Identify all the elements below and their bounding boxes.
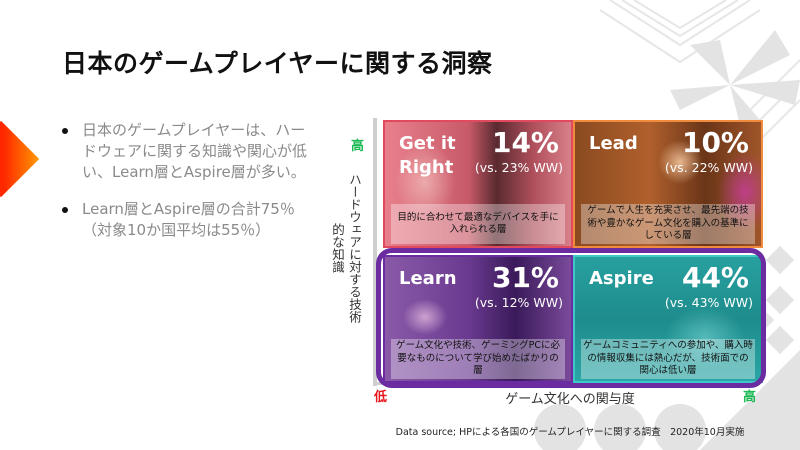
quadrant-description: ゲームコミュニティへの参加や、購入時の情報収集には熱心だが、技術面での関心は低い… xyxy=(581,339,755,379)
quadrant-percent: 44% xyxy=(681,261,749,294)
quadrant-ww-compare: (vs. 43% WW) xyxy=(664,295,753,310)
decorative-arrow-icon xyxy=(0,120,40,198)
y-axis-line xyxy=(373,118,377,386)
photo-learner xyxy=(385,257,571,381)
quadrant-learn: Learn 31% (vs. 12% WW) ゲーム文化や技術、ゲーミングPCに… xyxy=(383,255,573,383)
quadrant-description: 目的に合わせて最適なデバイスを手に入れられる層 xyxy=(391,204,565,244)
data-source-note: Data source; HPによる各国のゲームプレイヤーに関する調査 2020… xyxy=(395,427,745,438)
page-title: 日本のゲームプレイヤーに関する洞察 xyxy=(62,49,493,78)
quadrant-percent: 14% xyxy=(491,126,559,159)
quadrant-ww-compare: (vs. 22% WW) xyxy=(664,160,753,175)
quadrant-ww-compare: (vs. 12% WW) xyxy=(474,295,563,310)
photo-controller-gamer xyxy=(575,257,761,381)
quadrant-name: Learn xyxy=(399,268,457,289)
quadrant-percent: 31% xyxy=(491,261,559,294)
bullet-dot-icon xyxy=(62,128,68,134)
x-axis-high-label: 高 xyxy=(743,390,757,405)
quadrant-description: ゲームで人生を充実させ、最先端の技術や豊かなゲーム文化を購入の基準にしている層 xyxy=(581,204,755,244)
bullet-text: 日本のゲームプレイヤーは、ハードウェアに関する知識や関心が低い、Learn層とA… xyxy=(82,121,308,181)
bullet-item: 日本のゲームプレイヤーは、ハードウェアに関する知識や関心が低い、Learn層とA… xyxy=(60,120,320,183)
quadrant-description: ゲーム文化や技術、ゲーミングPCに必要なものについて学び始めたばかりの層 xyxy=(391,339,565,379)
bullet-text: Learn層とAspire層の合計75％（対象10か国平均は55％） xyxy=(82,200,295,239)
x-axis-low-label: 低 xyxy=(374,390,388,405)
quadrant-name: Lead xyxy=(589,133,638,154)
photo-gamer-chair xyxy=(575,122,761,246)
quadrant-lead: Lead 10% (vs. 22% WW) ゲームで人生を充実させ、最先端の技術… xyxy=(573,120,763,248)
bullet-list: 日本のゲームプレイヤーは、ハードウェアに関する知識や関心が低い、Learn層とA… xyxy=(60,120,320,257)
quadrant-get-it-right: Get it Right 14% (vs. 23% WW) 目的に合わせて最適な… xyxy=(383,120,573,248)
quadrant-name: Aspire xyxy=(589,268,654,289)
y-axis-label: ハードウェアに対する技術的な知識 xyxy=(330,173,362,323)
bullet-dot-icon xyxy=(62,207,68,213)
quadrant-name: Get it Right xyxy=(399,133,456,178)
photo-pc-builder xyxy=(385,122,571,246)
y-axis-high-label: 高 xyxy=(351,139,365,154)
x-axis-label: ゲーム文化への関与度 xyxy=(505,392,635,407)
quadrant-aspire: Aspire 44% (vs. 43% WW) ゲームコミュニティへの参加や、購… xyxy=(573,255,763,383)
bullet-item: Learn層とAspire層の合計75％（対象10か国平均は55％） xyxy=(60,199,320,241)
quadrant-ww-compare: (vs. 23% WW) xyxy=(474,160,563,175)
quadrant-percent: 10% xyxy=(681,126,749,159)
